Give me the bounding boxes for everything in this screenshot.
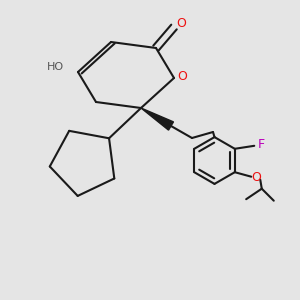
Text: HO: HO xyxy=(46,61,64,72)
Text: O: O xyxy=(251,171,261,184)
Text: O: O xyxy=(178,70,187,83)
Text: O: O xyxy=(177,16,186,30)
Text: F: F xyxy=(257,138,264,152)
Polygon shape xyxy=(141,108,173,130)
